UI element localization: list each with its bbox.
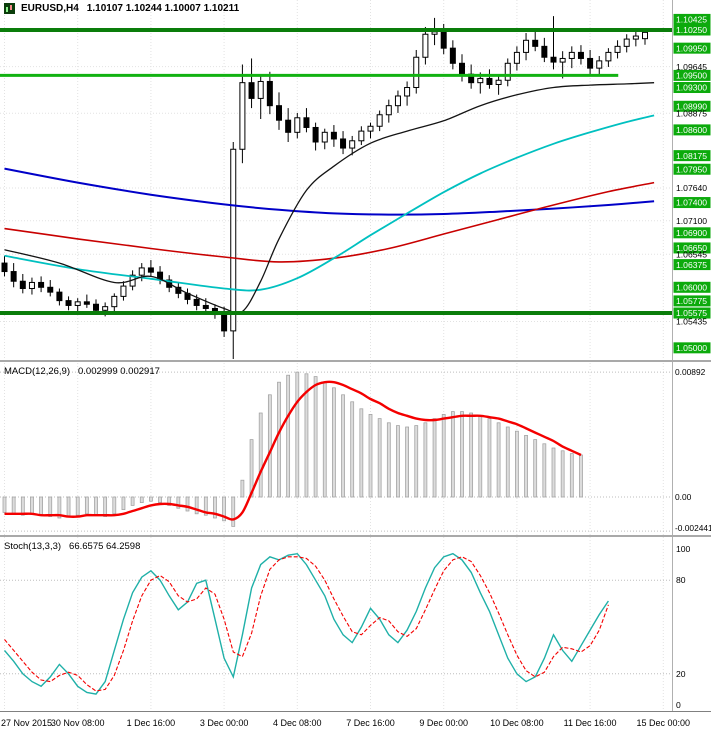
svg-text:1.07640: 1.07640 xyxy=(676,183,707,193)
stoch-signal-line xyxy=(4,556,609,692)
stoch-axis-labels: 100 80 20 0 xyxy=(676,544,691,710)
time-label: 27 Nov 2015 xyxy=(1,718,52,728)
panel-separator-stoch[interactable] xyxy=(0,535,711,537)
svg-text:1.07400: 1.07400 xyxy=(676,198,707,208)
stoch-values: 66.6575 64.2598 xyxy=(69,541,141,552)
svg-text:0: 0 xyxy=(676,700,681,710)
time-label: 7 Dec 16:00 xyxy=(346,718,395,728)
svg-text:-0.002441: -0.002441 xyxy=(675,523,711,533)
time-label: 11 Dec 16:00 xyxy=(564,718,617,728)
ohlc-values: 1.10107 1.10244 1.10007 1.10211 xyxy=(86,3,240,14)
ma-trend-blue xyxy=(4,167,655,216)
svg-text:1.09300: 1.09300 xyxy=(676,83,707,93)
svg-text:1.07100: 1.07100 xyxy=(676,216,707,226)
svg-text:20: 20 xyxy=(676,669,686,679)
svg-text:1.09950: 1.09950 xyxy=(676,43,707,53)
time-label: 1 Dec 16:00 xyxy=(127,718,176,728)
macd-histogram xyxy=(2,371,583,527)
time-label: 15 Dec 00:00 xyxy=(637,718,691,728)
indicator-level-grid xyxy=(0,371,672,675)
chart-window-icon xyxy=(4,3,15,14)
stoch-label: Stoch(13,3,3) xyxy=(4,541,62,552)
svg-text:1.07950: 1.07950 xyxy=(676,164,707,174)
chart-title: EURUSD,H4 1.10107 1.10244 1.10007 1.1021… xyxy=(4,3,239,14)
ma-mid-cyan xyxy=(4,114,655,292)
time-label: 4 Dec 08:00 xyxy=(273,718,322,728)
panel-separator-macd[interactable] xyxy=(0,360,711,362)
ma-slow-red xyxy=(4,181,655,263)
svg-text:1.06375: 1.06375 xyxy=(676,260,707,270)
svg-text:1.06900: 1.06900 xyxy=(676,228,707,238)
symbol-timeframe-label: EURUSD,H4 xyxy=(21,3,79,14)
svg-text:1.08990: 1.08990 xyxy=(676,101,707,111)
macd-label: MACD(12,26,9) xyxy=(4,366,70,377)
svg-text:1.08600: 1.08600 xyxy=(676,125,707,135)
macd-axis-labels: 0.00892 0.00 -0.002441 xyxy=(675,367,711,533)
svg-text:1.06650: 1.06650 xyxy=(676,243,707,253)
svg-text:1.09500: 1.09500 xyxy=(676,71,707,81)
time-label: 3 Dec 00:00 xyxy=(200,718,249,728)
svg-text:1.05435: 1.05435 xyxy=(676,317,707,327)
svg-text:1.08175: 1.08175 xyxy=(676,151,707,161)
macd-signal-line xyxy=(4,380,582,521)
svg-text:1.06545: 1.06545 xyxy=(676,250,707,260)
svg-text:100: 100 xyxy=(676,544,691,554)
svg-text:1.05775: 1.05775 xyxy=(676,296,707,306)
time-label: 10 Dec 08:00 xyxy=(490,718,544,728)
svg-text:1.10250: 1.10250 xyxy=(676,25,707,35)
stoch-main-line xyxy=(3,552,609,695)
macd-values: 0.002999 0.002917 xyxy=(78,366,160,377)
ma-fast-dark xyxy=(4,82,655,315)
svg-text:1.06000: 1.06000 xyxy=(676,282,707,292)
svg-text:1.05575: 1.05575 xyxy=(676,308,707,318)
time-label: 30 Nov 08:00 xyxy=(51,718,105,728)
svg-text:1.08875: 1.08875 xyxy=(676,108,707,118)
svg-text:0.00: 0.00 xyxy=(675,492,692,502)
svg-text:1.09645: 1.09645 xyxy=(676,62,707,72)
svg-text:80: 80 xyxy=(676,575,686,585)
stoch-title: Stoch(13,3,3) 66.6575 64.2598 xyxy=(4,541,140,552)
svg-text:0.00892: 0.00892 xyxy=(675,367,706,377)
svg-text:1.05000: 1.05000 xyxy=(676,343,707,353)
svg-text:1.10425: 1.10425 xyxy=(676,15,707,25)
macd-title: MACD(12,26,9) 0.002999 0.002917 xyxy=(4,366,160,377)
time-label: 9 Dec 00:00 xyxy=(419,718,468,728)
